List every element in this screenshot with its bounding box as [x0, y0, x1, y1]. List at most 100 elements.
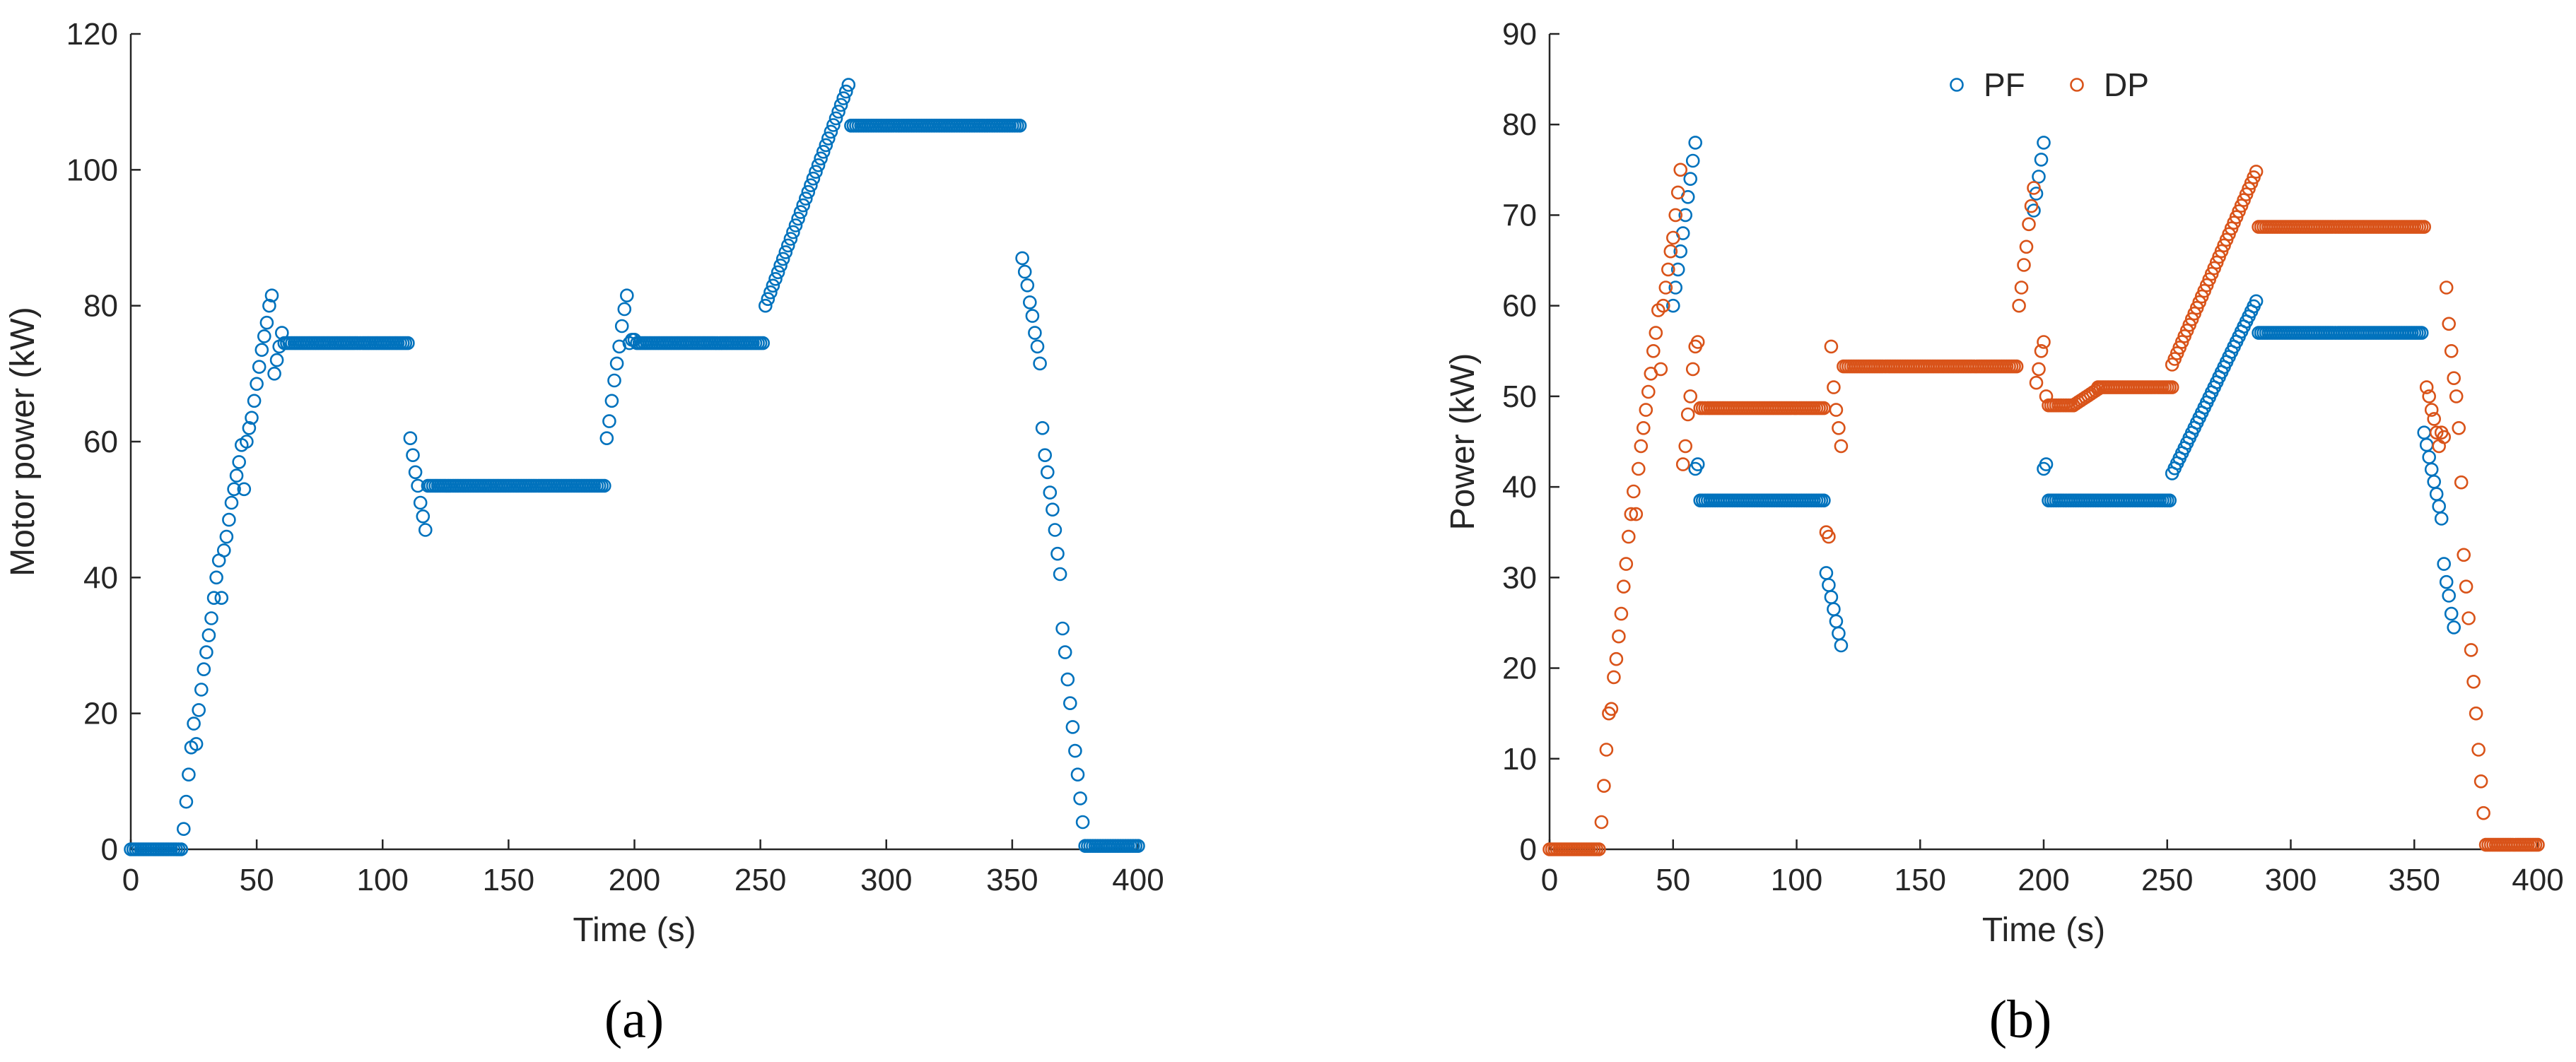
data-point — [2464, 643, 2478, 657]
data-point — [1649, 326, 1663, 340]
data-point — [174, 842, 189, 856]
data-point — [1819, 566, 1834, 580]
data-point — [793, 205, 808, 219]
data-point — [824, 124, 838, 139]
data-point — [1675, 457, 1690, 471]
data-point — [1612, 629, 1626, 644]
data-point — [1055, 621, 1070, 636]
x-tick-label: 250 — [734, 863, 786, 897]
data-point — [1685, 153, 1700, 168]
data-point — [814, 151, 828, 166]
data-point — [831, 105, 845, 119]
data-point — [763, 285, 778, 300]
data-point — [197, 662, 211, 677]
panel-label: (a) — [604, 990, 664, 1049]
data-point — [2434, 512, 2449, 526]
data-point — [1070, 767, 1085, 781]
data-point — [1015, 251, 1029, 266]
data-point — [2009, 359, 2024, 374]
data-point — [1025, 309, 1040, 323]
data-point — [599, 431, 614, 446]
data-point — [2037, 136, 2051, 150]
data-point — [768, 271, 783, 286]
data-point — [267, 366, 281, 381]
data-point — [1685, 362, 1700, 377]
data-point — [1822, 529, 1836, 544]
data-point — [2471, 743, 2486, 757]
data-point — [1668, 208, 1682, 223]
data-point — [1668, 281, 1682, 295]
data-point — [1824, 339, 1839, 354]
data-point — [1832, 420, 1846, 435]
data-point — [771, 265, 785, 280]
data-point — [1617, 579, 1631, 594]
data-point — [1041, 465, 1055, 480]
data-point — [1035, 420, 1050, 435]
data-point — [219, 529, 234, 544]
data-point — [2037, 335, 2051, 349]
data-point — [406, 448, 420, 463]
data-point — [1063, 696, 1077, 711]
x-tick-label: 50 — [240, 863, 274, 897]
data-point — [1053, 567, 1067, 582]
data-point — [416, 509, 431, 524]
y-tick-label: 0 — [1520, 832, 1537, 867]
data-point — [418, 523, 433, 537]
y-tick-label: 80 — [1502, 107, 1537, 142]
data-point — [229, 468, 244, 483]
data-point — [2437, 557, 2451, 571]
data-point — [1639, 403, 1653, 417]
data-point — [2427, 474, 2441, 489]
data-point — [614, 319, 629, 334]
data-point — [1670, 262, 1685, 277]
data-point — [1827, 380, 1841, 394]
data-point — [804, 178, 818, 193]
data-point — [602, 414, 616, 428]
data-point — [1060, 672, 1075, 687]
data-point — [2029, 375, 2044, 390]
x-tick-label: 50 — [1656, 863, 1690, 897]
panel-a-chart: 0 50 100 150 200 250 300 350 400 0 20 40 60 80 100 120 T… — [4, 17, 1164, 1049]
data-point — [809, 165, 823, 179]
data-point — [224, 495, 239, 510]
data-point — [766, 278, 780, 293]
data-point — [2162, 493, 2177, 508]
data-point — [2417, 425, 2431, 440]
data-point — [201, 628, 216, 642]
data-point — [2531, 837, 2545, 852]
x-tick-label: 200 — [2018, 863, 2069, 897]
data-point — [1653, 362, 1668, 377]
data-point — [194, 683, 209, 697]
data-point — [216, 543, 231, 557]
data-point — [1048, 523, 1062, 537]
data-point — [1822, 578, 1836, 592]
data-point — [607, 373, 621, 388]
data-point — [1658, 281, 1673, 295]
data-point — [1594, 815, 1609, 830]
series-pf — [1666, 136, 2461, 653]
data-point — [1609, 651, 1624, 666]
data-point — [1632, 461, 1646, 476]
data-point — [1023, 295, 1037, 309]
data-point — [2249, 294, 2264, 309]
data-point — [1038, 448, 1052, 463]
y-tick-label: 70 — [1502, 198, 1537, 232]
legend-marker-pf — [1950, 78, 1964, 92]
data-point — [2442, 589, 2456, 603]
y-tick-label: 80 — [83, 289, 118, 324]
data-point — [2457, 548, 2471, 562]
data-point — [2454, 475, 2469, 490]
data-point — [806, 171, 821, 186]
x-tick-label: 400 — [2512, 863, 2563, 897]
data-point — [778, 245, 793, 259]
data-point — [796, 198, 810, 213]
data-point — [1614, 606, 1629, 621]
y-tick-label: 120 — [66, 17, 118, 52]
data-point — [206, 591, 221, 606]
data-point — [756, 336, 770, 350]
x-tick-label: 300 — [860, 863, 912, 897]
data-point — [1068, 743, 1082, 758]
data-point — [182, 767, 196, 781]
data-point — [2469, 706, 2483, 721]
data-point — [2444, 606, 2459, 621]
